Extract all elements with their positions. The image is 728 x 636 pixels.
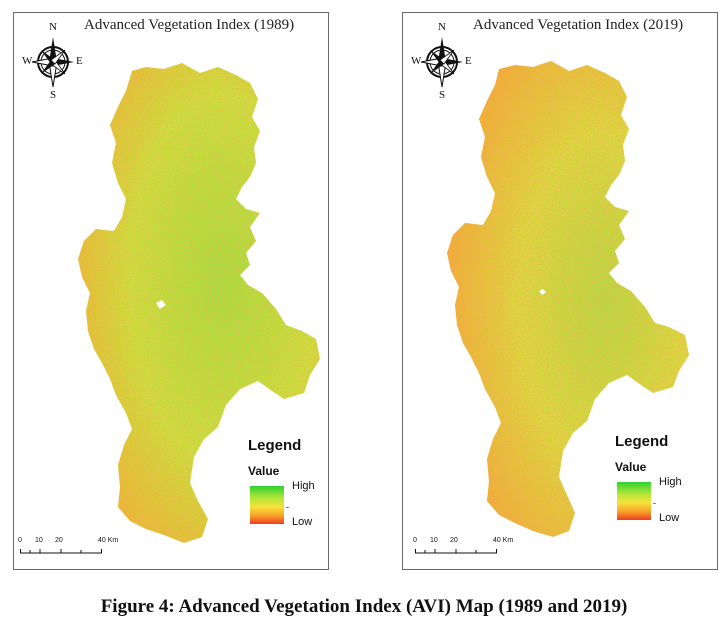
legend-color-ramp: High - Low [615,476,682,528]
legend: Legend Value High - Low [615,433,682,528]
north-arrow-compass: N W E S [411,21,472,107]
color-ramp-swatch [250,486,284,524]
scale-label-20: 20 [55,537,63,544]
scale-label-0: 0 [18,537,22,544]
legend-mid-tick: - [653,498,656,508]
scale-label-40: 40 Km [98,537,119,544]
compass-north-label: N [438,21,446,33]
compass-west-label: W [411,55,422,67]
legend-title: Legend [248,437,302,454]
compass-rose-icon [31,37,74,88]
map-title: Advanced Vegetation Index (2019) [473,17,684,33]
legend-title: Legend [615,433,669,450]
scale-bar-graphic [415,549,497,554]
scale-label-20: 20 [450,537,458,544]
scale-bar-graphic [20,549,102,554]
compass-south-label: S [439,89,446,101]
legend-color-ramp: High - Low [248,480,315,532]
legend: Legend Value High - Low [248,437,315,532]
north-arrow-compass: N W E S [22,21,83,107]
compass-east-label: E [465,55,472,67]
map-panel-1989: Advanced Vegetation Index (1989) N W E S… [13,12,329,570]
legend-low-label: Low [292,516,313,528]
scale-label-40: 40 Km [493,537,514,544]
compass-north-label: N [49,21,57,33]
legend-high-label: High [659,476,682,488]
map-title: Advanced Vegetation Index (1989) [84,17,295,33]
legend-high-label: High [292,480,315,492]
color-ramp-swatch [617,482,651,520]
scale-label-10: 10 [430,537,438,544]
compass-rose-icon [420,37,463,88]
compass-west-label: W [22,55,33,67]
scale-label-0: 0 [413,537,417,544]
legend-value-label: Value [248,464,280,478]
legend-value-label: Value [615,460,647,474]
compass-south-label: S [50,89,57,101]
figure-caption: Figure 4: Advanced Vegetation Index (AVI… [100,596,628,617]
legend-mid-tick: - [286,502,289,512]
vegetation-index-raster-1989 [78,63,320,543]
vegetation-index-raster-2019 [447,61,689,537]
legend-low-label: Low [659,512,680,524]
compass-east-label: E [76,55,83,67]
scale-label-10: 10 [35,537,43,544]
map-panel-2019: Advanced Vegetation Index (2019) N W E S… [402,12,718,570]
